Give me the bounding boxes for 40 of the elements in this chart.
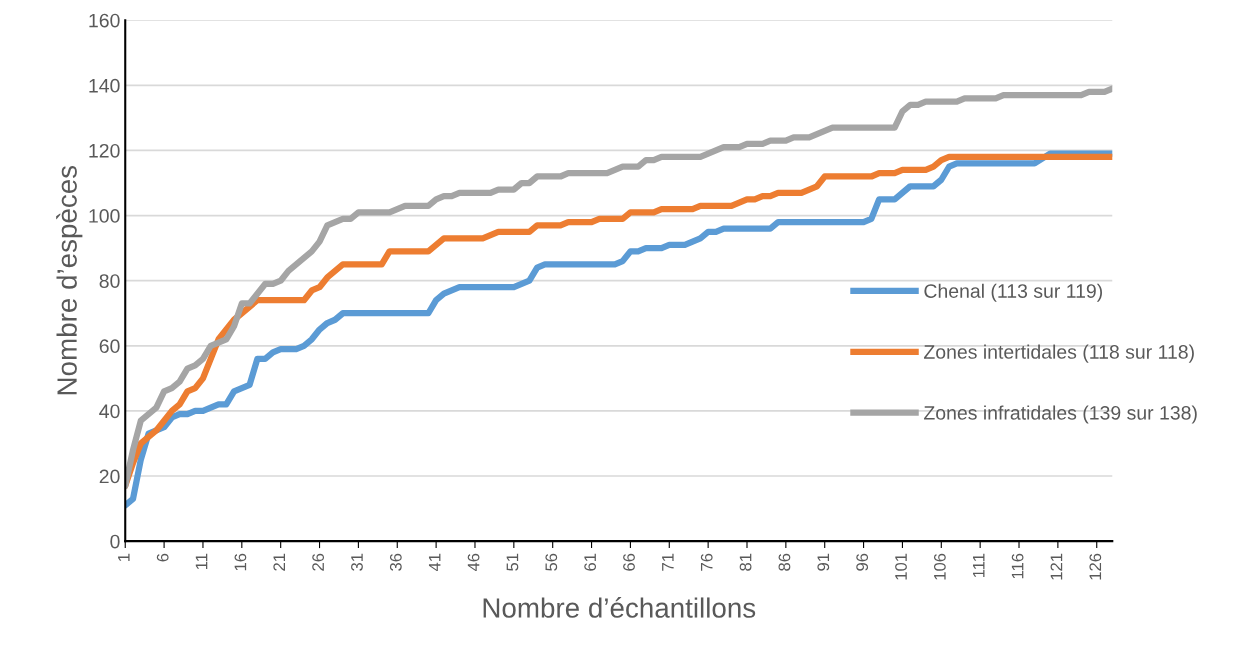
x-tick-label: 61 [584,553,597,571]
y-axis-title: Nombre d’espèces [56,165,83,395]
y-tick-label: 120 [89,143,120,158]
x-tick-label: 46 [467,553,480,572]
legend-label: Zones infratidales (139 sur 138) [924,405,1197,424]
x-tick-label: 101 [895,553,907,580]
x-tick-label: 116 [1011,553,1024,579]
x-axis-title: Nombre d’échantillons [483,597,756,618]
x-tick-label: 66 [623,553,635,571]
x-tick-label: 86 [778,553,791,571]
y-tick-label: 100 [89,209,120,223]
x-tick-label: 121 [1050,553,1063,580]
y-tick-label: 60 [99,339,120,354]
x-tick-label: 11 [195,553,208,569]
legend-label: Zones intertidales (118 sur 118) [924,344,1194,363]
x-tick-label: 91 [817,553,830,571]
x-tick-label: 21 [273,553,285,571]
x-tick-label: 41 [428,553,441,572]
x-tick-label: 126 [1089,553,1102,580]
x-tick-label: 71 [662,553,674,571]
y-tick-label: 0 [110,534,120,549]
x-tick-label: 51 [506,553,519,571]
x-tick-label: 36 [389,553,402,571]
x-tick-label: 106 [933,553,946,580]
x-tick-label: 76 [700,553,713,571]
y-tick-label: 20 [99,469,120,484]
legend-label: Chenal (113 sur 119) [924,283,1103,302]
x-tick-label: 56 [545,553,558,571]
x-tick-label: 26 [312,553,325,571]
x-tick-label: 6 [156,553,169,562]
x-tick-label: 1 [118,553,130,561]
y-tick-label: 160 [89,13,120,28]
y-tick-label: 140 [89,78,120,93]
y-tick-label: 40 [99,404,120,419]
x-tick-label: 81 [739,553,752,571]
x-tick-label: 31 [351,553,363,571]
x-tick-label: 96 [856,553,869,571]
y-tick-label: 80 [99,274,120,288]
x-tick-label: 111 [973,553,985,578]
x-tick-label: 16 [234,553,247,571]
